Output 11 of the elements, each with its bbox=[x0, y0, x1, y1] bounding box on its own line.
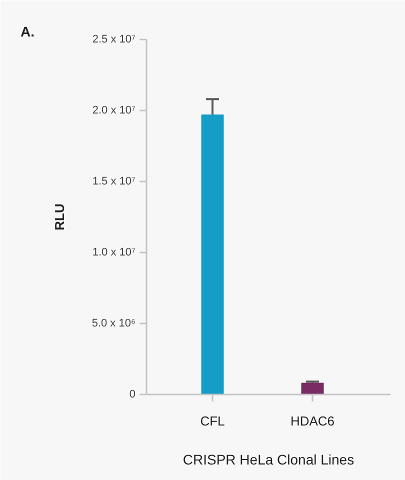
y-tick-label: 5.0 x 10⁶ bbox=[92, 318, 136, 330]
y-tick-label: 2.5 x 10⁷ bbox=[92, 34, 136, 46]
y-tick-label: 0 bbox=[129, 388, 136, 400]
x-axis-title: CRISPR HeLa Clonal Lines bbox=[182, 452, 354, 468]
x-tick-label: CFL bbox=[200, 414, 225, 428]
y-tick-label: 1.5 x 10⁷ bbox=[92, 176, 136, 188]
y-axis-title: RLU bbox=[52, 204, 67, 230]
text: A. bbox=[20, 24, 34, 40]
y-tick-label: 1.0 x 10⁷ bbox=[92, 246, 136, 258]
x-tick-label: HDAC6 bbox=[290, 414, 335, 428]
y-tick-label: 2.0 x 10⁷ bbox=[92, 104, 136, 116]
